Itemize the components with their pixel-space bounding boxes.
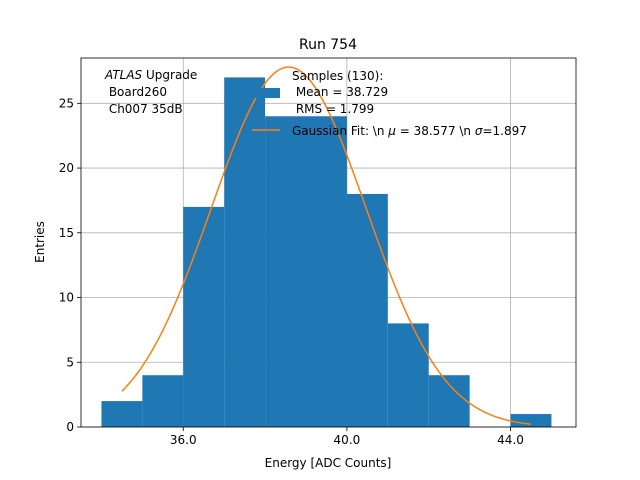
legend-mu-symbol: μ [387,124,396,138]
x-axis-label: Energy [ADC Counts] [265,456,392,470]
chart-title: Run 754 [299,37,357,53]
y-tick-label-1: 5 [66,355,74,369]
x-tick-label-1: 40.0 [334,433,361,447]
y-tick-label-2: 10 [59,291,74,305]
x-tick-label-0: 36.0 [170,433,197,447]
histogram-bar-4 [265,116,306,428]
legend-fit-label: Gaussian Fit: \n μ = 38.577 \n σ=1.897 [292,124,527,138]
plot-frame [80,57,577,428]
legend-hist-swatch [252,88,280,98]
legend: Samples (130): Mean = 38.729 RMS = 1.799… [252,69,527,138]
histogram-bar-10 [510,414,552,427]
y-tick-label-4: 20 [59,161,74,175]
histogram-bar-8 [428,375,470,427]
legend-fit-sigma: =1.897 [482,124,526,138]
atlas-annotation-line1: ATLAS Upgrade [104,68,197,82]
legend-sigma-symbol: σ [475,124,483,138]
y-tick-label-3: 15 [59,226,74,240]
legend-hist-line2: Mean = 38.729 [292,85,388,99]
gaussian-fit-curve [121,66,532,425]
histogram-bar-2 [183,206,225,427]
histogram-bar-7 [387,323,429,427]
y-axis-label: Entries [33,221,47,263]
atlas-annotation: ATLAS Upgrade Board260 Ch007 35dB [104,68,197,116]
axis-ticks: 36.0 40.0 44.0 0 5 10 15 20 25 [59,96,524,447]
atlas-label: ATLAS [104,68,143,82]
histogram-bar-0 [101,401,143,427]
histogram-bar-1 [142,375,184,427]
atlas-annotation-line2: Board260 [105,85,167,99]
histogram-bar-6 [346,193,388,427]
x-tick-label-2: 44.0 [497,433,524,447]
histogram-bar-5 [306,116,347,428]
legend-fit-mu: = 38.577 \n [396,124,475,138]
y-tick-label-5: 25 [59,96,74,110]
legend-hist-line1: Samples (130): [292,69,383,83]
legend-fit-prefix: Gaussian Fit: \n [292,124,388,138]
upgrade-label: Upgrade [142,68,197,82]
y-tick-label-0: 0 [66,420,74,434]
histogram-bar-3 [224,77,266,427]
atlas-annotation-line3: Ch007 35dB [105,102,183,116]
histogram-bars [101,77,552,428]
legend-hist-line3: RMS = 1.799 [292,102,374,116]
